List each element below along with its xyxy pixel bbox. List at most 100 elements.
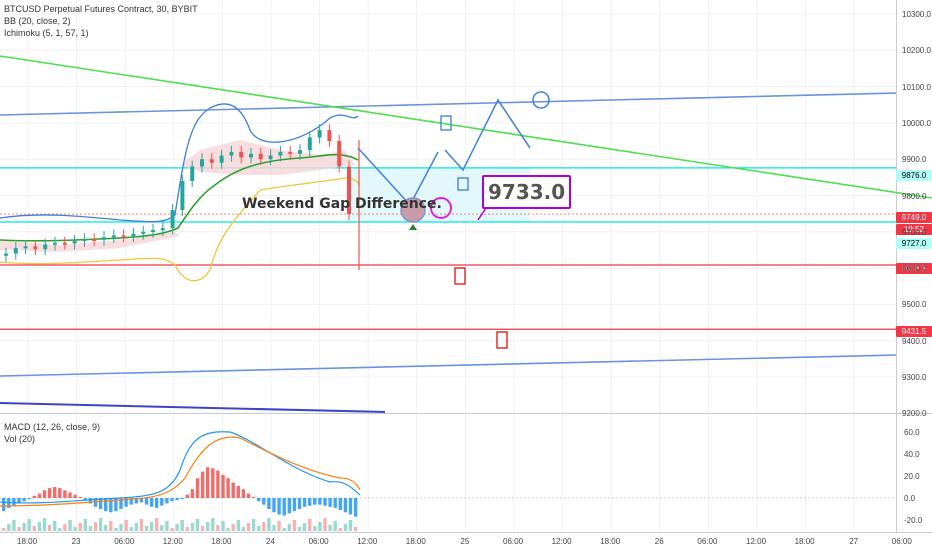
volume-bar <box>251 519 256 531</box>
x-tick-label: 12:00 <box>162 537 183 546</box>
macd-histogram-bar <box>165 498 169 504</box>
symbol-legend[interactable]: BTCUSD Perpetual Futures Contract, 30, B… <box>4 4 198 14</box>
candle-body <box>347 166 351 215</box>
candle-body <box>327 130 332 142</box>
volume-bar <box>262 522 266 531</box>
macd-y-tick-label: -20.0 <box>904 516 923 525</box>
macd-histogram-bar <box>338 498 342 511</box>
x-tick-label: 06:00 <box>503 537 524 546</box>
macd-y-tick-label: 20.0 <box>904 472 920 481</box>
volume-bar <box>42 518 47 531</box>
volume-bar <box>343 524 348 531</box>
macd-histogram-bar <box>282 498 286 516</box>
macd-histogram-bar <box>246 493 251 498</box>
macd-histogram-bar <box>353 498 358 517</box>
y-tick-label: 10100.0 <box>902 82 931 92</box>
volume-bar <box>170 528 174 531</box>
macd-histogram-bar <box>308 498 312 506</box>
volume-bar <box>104 525 108 531</box>
price-tag: 9727.0 <box>896 238 932 249</box>
red-hand-icon <box>496 331 508 349</box>
candle-body <box>298 150 302 154</box>
candle-body <box>219 155 224 163</box>
macd-histogram-bar <box>348 498 353 515</box>
x-tick-label: 18:00 <box>17 537 38 546</box>
volume-bar <box>78 523 82 531</box>
bb-legend[interactable]: BB (20, close, 2) <box>4 16 71 26</box>
macd-histogram-bar <box>63 490 67 498</box>
volume-bar <box>195 519 200 531</box>
volume-bar <box>129 527 133 531</box>
macd-histogram-bar <box>195 478 200 498</box>
macd-histogram-bar <box>139 498 144 503</box>
x-tick-label: 24 <box>266 537 275 546</box>
macd-histogram-bar <box>318 498 322 505</box>
macd-histogram-bar <box>42 490 47 498</box>
macd-histogram-bar <box>216 470 220 498</box>
candle-body <box>337 141 342 167</box>
volume-bar <box>149 522 154 531</box>
volume-bar <box>200 526 205 531</box>
upper-channel-line <box>0 92 897 116</box>
macd-histogram-bar <box>170 498 174 502</box>
macd-histogram-bar <box>226 478 230 498</box>
candle-body <box>180 180 185 211</box>
candle-body <box>229 151 234 156</box>
macd-histogram-bar <box>302 498 307 507</box>
volume-bar <box>32 526 36 531</box>
macd-histogram-bar <box>83 498 87 501</box>
macd-histogram-bar <box>22 498 26 502</box>
volume-bar <box>22 523 26 531</box>
volume-bar <box>297 527 302 531</box>
volume-bar <box>2 528 6 531</box>
vol-legend[interactable]: Vol (20) <box>4 434 36 444</box>
candle-body <box>190 166 195 181</box>
macd-histogram-bar <box>109 498 113 513</box>
ichimoku-legend[interactable]: Ichimoku (5, 1, 57, 1) <box>4 28 89 38</box>
volume-bar <box>12 520 16 531</box>
macd-histogram-bar <box>185 494 189 498</box>
candle-body <box>23 246 28 249</box>
candle-body <box>239 151 244 158</box>
macd-histogram-bar <box>27 498 31 500</box>
volume-bar <box>185 527 189 531</box>
y-tick-label: 9600.0 <box>902 264 927 274</box>
up-arrow-icon <box>409 224 417 230</box>
candle-body <box>307 137 312 151</box>
macd-histogram-bar <box>37 493 42 498</box>
volume-bar <box>68 520 72 531</box>
x-tick-label: 18:00 <box>211 537 232 546</box>
volume-bar <box>231 524 235 531</box>
volume-bar <box>206 522 210 531</box>
macd-histogram-bar <box>47 488 52 498</box>
lower-channel-line <box>0 354 897 377</box>
volume-bar <box>180 520 184 531</box>
macd-histogram-bar <box>73 494 77 498</box>
macd-histogram-bar <box>98 498 103 509</box>
candle-body <box>268 155 273 160</box>
macd-histogram-bar <box>190 489 195 498</box>
macd-histogram-bar <box>343 498 348 513</box>
candle-body <box>102 237 106 240</box>
macd-histogram-bar <box>124 498 128 507</box>
macd-legend[interactable]: MACD (12, 26, close, 9) <box>4 422 101 432</box>
price-tag: 9608.5 <box>896 263 932 274</box>
macd-y-tick-label: 60.0 <box>904 428 920 437</box>
volume-bar <box>73 527 77 531</box>
candle-body <box>249 153 253 158</box>
volume-bar <box>323 518 327 531</box>
macd-histogram-bar <box>104 498 108 512</box>
volume-bar <box>318 522 322 531</box>
y-tick-label: 9500.0 <box>902 300 927 310</box>
macd-histogram-bar <box>114 498 118 512</box>
macd-histogram-bar <box>262 498 266 505</box>
macd-histogram-bar <box>134 498 138 504</box>
volume-bar <box>302 523 307 531</box>
x-tick-label: 18:00 <box>405 537 426 546</box>
volume-bar <box>160 525 164 531</box>
macd-histogram-bar <box>58 488 62 498</box>
x-tick-label: 12:00 <box>551 537 572 546</box>
pointing-hand-icon <box>457 177 469 191</box>
